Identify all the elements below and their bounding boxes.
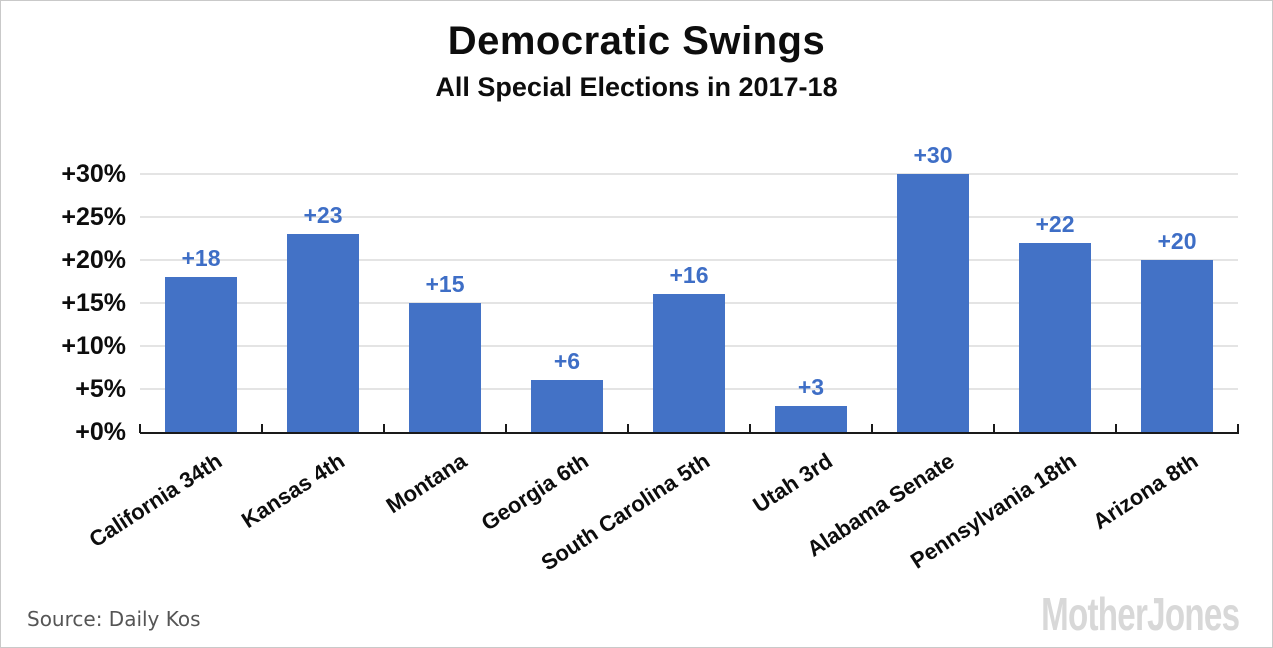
bar-value-arizona-8th: +20 <box>1157 228 1197 254</box>
x-label-california-34th: California 34th <box>84 448 227 553</box>
y-tick-label-5: +5% <box>75 375 126 403</box>
axis-tick-0 <box>139 424 141 433</box>
bar-value-georgia-6th: +6 <box>553 348 581 375</box>
y-tick-label-25: +25% <box>61 203 126 231</box>
bar-alabama-senate <box>897 174 969 432</box>
x-label-montana: Montana <box>381 448 471 519</box>
axis-tick-7 <box>993 424 995 433</box>
y-tick-label-10: +10% <box>61 332 126 360</box>
bar-value-pennsylvania-18th: +22 <box>1035 210 1075 237</box>
axis-tick-9 <box>1237 424 1239 433</box>
x-label-georgia-6th: Georgia 6th <box>476 448 593 536</box>
bar-value-montana: +15 <box>425 271 465 297</box>
bar-pennsylvania-18th <box>1019 242 1091 432</box>
chart-subtitle: All Special Elections in 2017-18 <box>435 72 838 102</box>
bar-value-california-34th: +18 <box>181 245 221 272</box>
axis-tick-2 <box>383 424 385 433</box>
y-tick-label-20: +20% <box>61 246 126 274</box>
bar-california-34th <box>165 277 237 432</box>
axis-tick-6 <box>871 424 873 433</box>
plot-area: +18 +23 +15 +6 +16 +3 +30 +22 +20 <box>139 143 1239 433</box>
x-label-kansas-4th: Kansas 4th <box>236 448 349 533</box>
axis-tick-1 <box>261 424 263 433</box>
bar-kansas-4th <box>287 234 359 432</box>
gridline-20 <box>140 259 1238 261</box>
chart-title: Democratic Swings <box>447 19 826 63</box>
gridline-25 <box>140 216 1238 218</box>
axis-tick-4 <box>627 424 629 433</box>
y-tick-label-30: +30% <box>61 160 126 188</box>
x-label-utah-3rd: Utah 3rd <box>748 448 837 518</box>
y-tick-label-15: +15% <box>61 289 126 317</box>
bar-south-carolina-5th <box>653 294 725 432</box>
axis-tick-5 <box>749 424 751 433</box>
bar-montana <box>409 303 481 432</box>
x-label-arizona-8th: Arizona 8th <box>1088 448 1203 535</box>
bar-value-alabama-senate: +30 <box>913 142 953 168</box>
bar-value-utah-3rd: +3 <box>797 374 825 401</box>
axis-tick-8 <box>1115 424 1117 433</box>
gridline-30 <box>140 173 1238 175</box>
y-tick-label-0: +0% <box>75 418 126 446</box>
mother-jones-logo: MotherJones <box>1040 588 1240 640</box>
axis-tick-3 <box>505 424 507 433</box>
bar-value-kansas-4th: +23 <box>303 202 343 229</box>
bar-utah-3rd <box>775 406 847 432</box>
bar-georgia-6th <box>531 380 603 432</box>
bar-value-south-carolina-5th: +16 <box>669 262 709 289</box>
source-note: Source: Daily Kos <box>27 607 201 631</box>
x-axis-line <box>140 432 1239 434</box>
bar-arizona-8th <box>1141 260 1213 432</box>
